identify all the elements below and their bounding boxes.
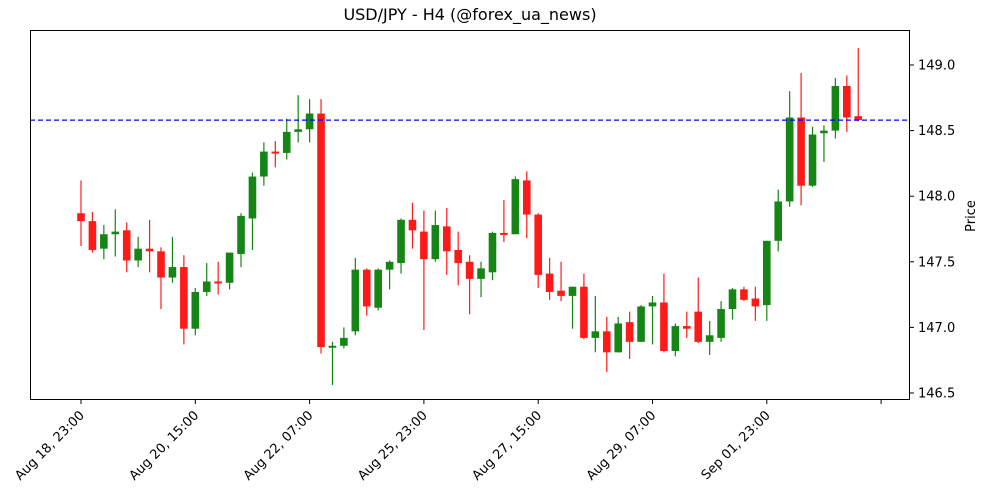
- y-axis-label: Price: [964, 200, 979, 232]
- candle: [660, 273, 668, 353]
- candle: [385, 260, 394, 290]
- chart-title: USD/JPY - H4 (@forex_ua_news): [343, 5, 597, 24]
- candle: [248, 172, 257, 250]
- candle: [785, 91, 794, 207]
- candle: [694, 277, 703, 344]
- candle: [202, 263, 211, 296]
- candle: [751, 286, 760, 321]
- y-tick-label: 149.0: [918, 59, 955, 74]
- candle: [100, 225, 108, 260]
- candle: [294, 95, 302, 143]
- candle: [557, 261, 565, 302]
- candle: [740, 286, 748, 302]
- x-tick-label: Aug 22, 07:00: [241, 408, 317, 484]
- candle: [522, 171, 531, 239]
- candle: [820, 125, 828, 163]
- candle: [374, 268, 382, 311]
- candle: [145, 219, 154, 273]
- candles-group: [77, 47, 863, 386]
- candle: [705, 320, 714, 355]
- candle: [420, 210, 428, 331]
- candle: [534, 213, 542, 289]
- candle: [591, 295, 600, 353]
- x-tick-label: Aug 25, 23:00: [355, 408, 431, 484]
- x-tick-label: Sep 01, 23:00: [699, 408, 774, 483]
- candle: [682, 311, 691, 338]
- candle: [602, 316, 611, 373]
- candle: [465, 255, 474, 315]
- candle: [854, 47, 863, 122]
- candle: [511, 176, 520, 235]
- candle: [408, 202, 417, 249]
- candle: [328, 341, 337, 386]
- candle: [717, 301, 725, 342]
- candle: [671, 323, 680, 357]
- candle: [351, 257, 360, 336]
- y-tick-label: 146.5: [918, 387, 955, 402]
- candle: [431, 210, 440, 262]
- candle: [111, 209, 120, 257]
- candle: [237, 213, 245, 268]
- candle: [648, 295, 657, 345]
- candle: [88, 211, 97, 253]
- candle: [77, 180, 85, 247]
- candle: [180, 255, 188, 345]
- candle: [397, 218, 405, 274]
- candle: [214, 261, 222, 295]
- candle: [191, 288, 200, 336]
- y-tick-label: 148.0: [918, 190, 955, 205]
- candle: [340, 327, 348, 349]
- candle: [728, 288, 737, 320]
- candle: [637, 305, 645, 342]
- y-axis: 146.5 147.0 147.5 148.0 148.5 149.0: [910, 59, 955, 402]
- candle: [843, 75, 851, 132]
- candle: [797, 72, 805, 206]
- x-tick-label: Aug 20, 15:00: [127, 408, 203, 484]
- candle: [488, 231, 497, 281]
- candle: [580, 273, 588, 340]
- candle: [808, 126, 817, 188]
- candle: [774, 189, 783, 252]
- candle: [260, 142, 268, 186]
- candle: [454, 231, 462, 286]
- x-tick-label: Aug 29, 07:00: [584, 408, 660, 484]
- candle: [614, 316, 623, 353]
- candle: [442, 208, 451, 275]
- candle: [271, 141, 280, 168]
- candle: [282, 118, 291, 160]
- candle: [500, 200, 508, 243]
- candle: [625, 311, 634, 359]
- candle: [831, 78, 840, 139]
- x-tick-label: Aug 18, 23:00: [12, 408, 88, 484]
- candle: [568, 286, 577, 329]
- y-tick-label: 147.0: [918, 321, 955, 336]
- candle: [362, 268, 371, 316]
- candle: [168, 236, 177, 283]
- candle: [317, 99, 325, 354]
- x-tick-label: Aug 27, 15:00: [470, 408, 546, 484]
- candle: [545, 257, 554, 300]
- y-tick-label: 148.5: [918, 124, 955, 139]
- candle: [134, 236, 142, 268]
- plot-frame: [30, 30, 910, 400]
- candle: [157, 247, 165, 310]
- candle: [305, 99, 314, 143]
- x-axis: Aug 18, 23:00 Aug 20, 15:00 Aug 22, 07:00 A…: [12, 400, 882, 484]
- candle: [763, 240, 771, 321]
- y-tick-label: 147.5: [918, 255, 955, 270]
- candle: [477, 261, 485, 298]
- candle: [225, 252, 234, 290]
- candle: [122, 222, 131, 273]
